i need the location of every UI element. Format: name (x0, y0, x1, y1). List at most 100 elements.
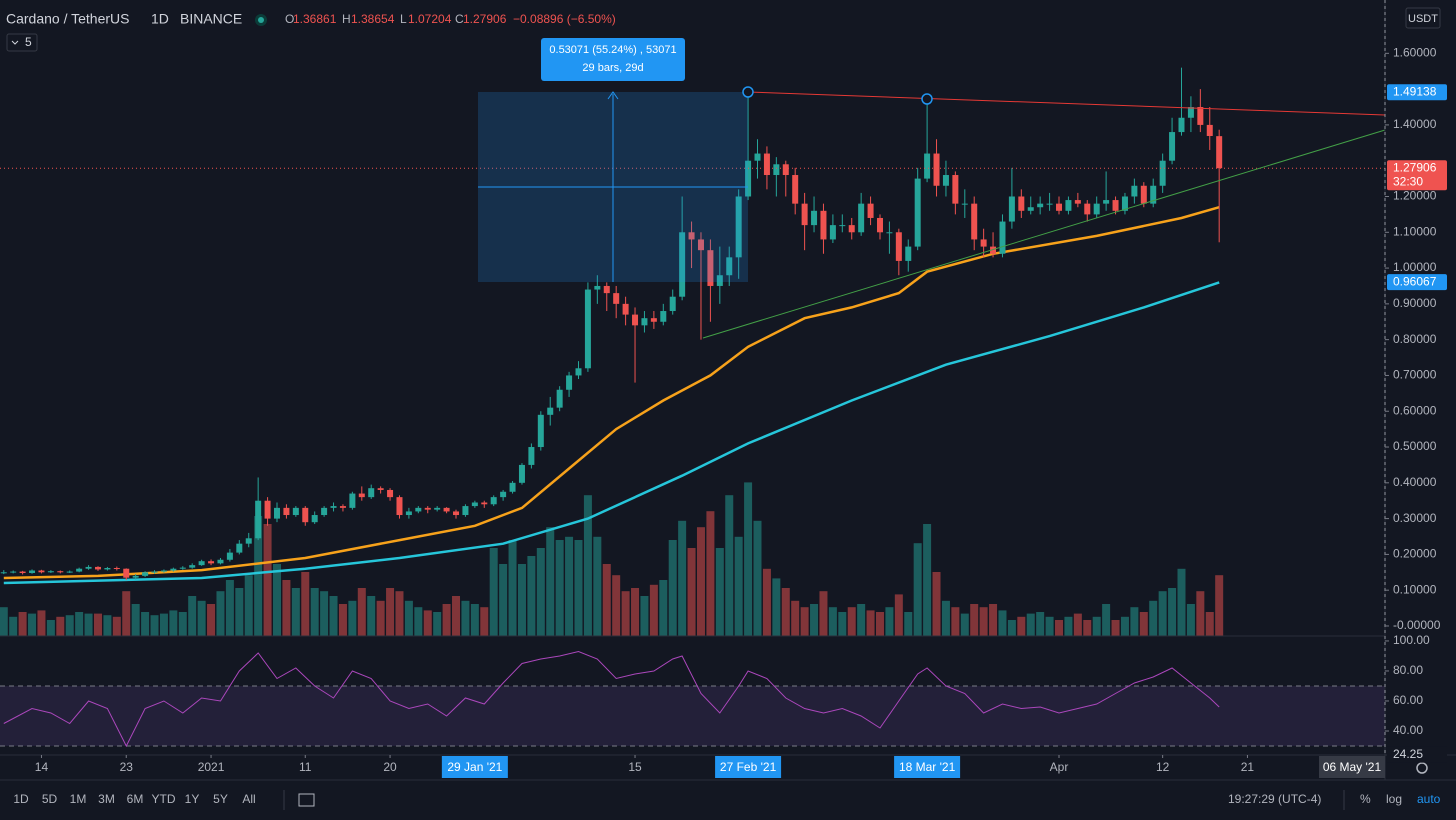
volume-bar (235, 588, 244, 636)
volume-bar (913, 543, 922, 636)
candle-body (471, 502, 478, 507)
volume-bar (150, 615, 159, 636)
volume-bar (1026, 613, 1035, 636)
timeframe[interactable]: 6M (127, 792, 144, 806)
volume-bar (857, 604, 866, 636)
volume-bar (1158, 591, 1167, 636)
candle-body (245, 538, 252, 544)
timeframe[interactable]: 5Y (213, 792, 228, 806)
timeframe[interactable]: All (242, 792, 255, 806)
candle-body (650, 318, 657, 322)
candle-body (1131, 185, 1138, 197)
candle-body (1093, 203, 1100, 215)
candle-body (1187, 107, 1194, 118)
timeframe[interactable]: 1D (13, 792, 29, 806)
candle-body (782, 164, 789, 176)
volume-bar (37, 610, 46, 636)
candle-body (19, 571, 26, 574)
ohlc-value: 1.38654 (351, 12, 395, 26)
volume-bar (395, 591, 404, 636)
candle-body (660, 311, 667, 322)
timeframe[interactable]: 1M (70, 792, 87, 806)
candle-body (274, 507, 280, 519)
candle-body (518, 464, 525, 483)
candle-body (123, 568, 130, 578)
calendar-icon[interactable] (298, 793, 315, 807)
volume-bar (593, 536, 602, 636)
volume-bar (838, 612, 847, 636)
symbol[interactable]: Cardano / TetherUS (6, 11, 129, 27)
candle-body (179, 567, 186, 569)
volume-bar (894, 594, 903, 636)
candle-body (763, 153, 770, 176)
interval[interactable]: 1D (151, 11, 169, 27)
volume-bar (225, 580, 234, 636)
candle-body (848, 225, 855, 233)
volume-bar (1130, 607, 1139, 636)
volume-bar (423, 610, 432, 636)
candle-body (858, 203, 865, 233)
indicators-toggle[interactable] (6, 33, 38, 52)
volume-bar (1205, 612, 1214, 636)
y-tick-label: 0.80000 (1393, 332, 1437, 346)
settings-icon[interactable] (1416, 762, 1428, 774)
ohlc-value: 1.07204 (408, 12, 452, 26)
indicator-count: 5 (25, 35, 32, 49)
candle-body (773, 164, 780, 176)
candle-body (509, 482, 516, 492)
anchor[interactable] (921, 93, 933, 105)
volume-bar (885, 607, 894, 636)
y-tick-label: 0.60000 (1393, 403, 1437, 417)
candle-body (160, 570, 167, 572)
volume-bar (1083, 620, 1092, 636)
date-badge-text: 27 Feb '21 (720, 760, 777, 774)
timeframe[interactable]: 3M (98, 792, 115, 806)
timeframe[interactable]: 1Y (185, 792, 200, 806)
candle-body (942, 175, 949, 186)
candle-body (754, 153, 761, 161)
ohlc-key: H (342, 12, 351, 26)
candle-body (594, 285, 601, 290)
volume-bar (715, 548, 724, 636)
y-tick-label: 0.10000 (1393, 582, 1437, 596)
measure-text: 0.53071 (55.24%) , 53071 (549, 44, 676, 56)
candle-body (556, 389, 563, 408)
volume-bar (348, 600, 357, 636)
y-tick-label: 1.00000 (1393, 260, 1437, 274)
candle-body (1206, 124, 1213, 137)
bottom-toolbar: 19:27:29 (UTC-4) % log auto 1D 5D 1M 3M 6M YT… (13, 762, 1441, 810)
currency-box[interactable] (1405, 7, 1441, 29)
candle-body (811, 210, 818, 226)
support-line (702, 129, 1386, 339)
timeframe[interactable]: 5D (42, 792, 58, 806)
volume-bar (461, 600, 470, 636)
volume-bar (65, 615, 74, 636)
x-tick-label: 23 (120, 760, 134, 774)
candle-body (1112, 200, 1119, 211)
x-tick-label: 20 (383, 760, 397, 774)
log-toggle[interactable]: log (1386, 792, 1402, 806)
anchor[interactable] (742, 86, 754, 98)
candle-body (669, 296, 676, 312)
candle-body (566, 375, 573, 390)
auto-toggle[interactable]: auto (1417, 792, 1441, 806)
date-badge (715, 756, 782, 778)
candle-body (292, 507, 299, 516)
candle-body (415, 507, 422, 512)
volume-bar (282, 580, 291, 636)
candle-body (745, 160, 752, 197)
volume-bar (517, 564, 526, 636)
timeframe[interactable]: YTD (152, 792, 176, 806)
candle-body (198, 561, 205, 566)
candle-body (961, 203, 968, 205)
volume-bar (819, 591, 828, 636)
x-tick-label: 2021 (198, 760, 225, 774)
percent-toggle[interactable]: % (1360, 792, 1371, 806)
volume-bar (244, 575, 253, 636)
y-tick-label: 0.70000 (1393, 368, 1437, 382)
volume-bar (1073, 613, 1082, 636)
candle-body (1140, 185, 1147, 204)
volume-bar (1168, 588, 1177, 636)
x-tick-label: 12 (1156, 760, 1170, 774)
